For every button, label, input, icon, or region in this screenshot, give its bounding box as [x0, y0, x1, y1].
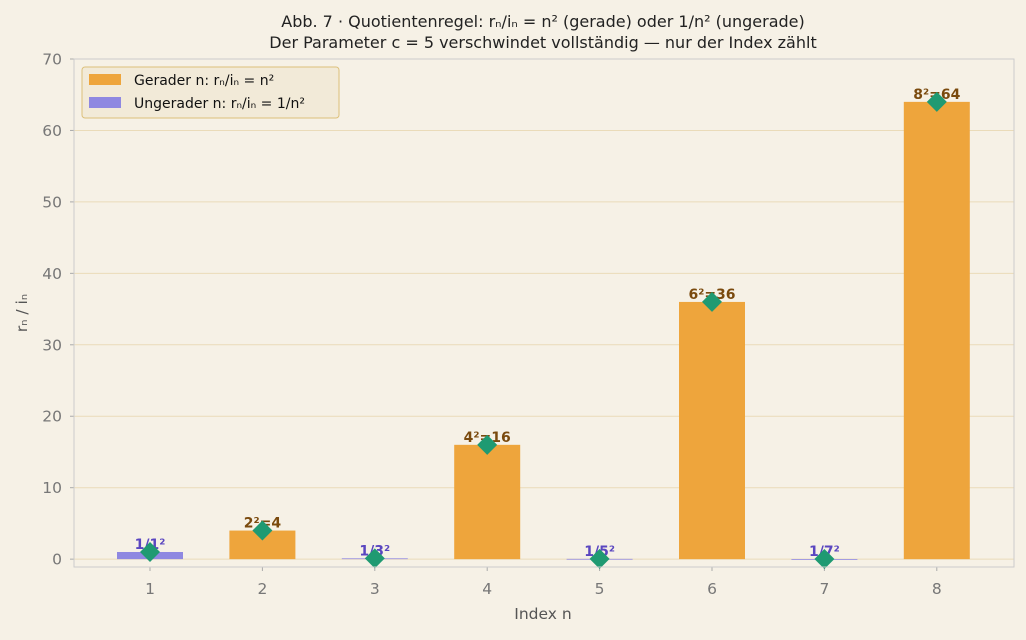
value-marker — [814, 548, 835, 569]
y-tick-label: 50 — [42, 193, 62, 211]
value-marker — [926, 91, 947, 112]
bar — [679, 301, 745, 560]
value-marker — [702, 291, 722, 312]
legend-swatch — [89, 97, 121, 108]
y-tick-label: 60 — [42, 122, 62, 140]
x-axis-label: Index n — [514, 605, 571, 623]
value-marker — [364, 548, 385, 569]
y-tick-label: 40 — [42, 265, 62, 283]
value-marker — [252, 520, 273, 541]
legend-label: Ungerader n: rₙ/iₙ = 1/n² — [134, 96, 305, 112]
legend-swatch — [89, 74, 121, 85]
x-tick-label: 6 — [707, 580, 717, 598]
plot-frame — [73, 58, 1015, 568]
x-tick-label: 2 — [257, 580, 267, 598]
legend-box — [81, 66, 340, 119]
x-tick-label: 5 — [595, 580, 605, 598]
x-tick-label: 8 — [932, 580, 942, 598]
y-tick-label: 10 — [42, 479, 62, 497]
value-marker — [589, 548, 610, 569]
y-tick-label: 0 — [52, 551, 62, 569]
x-tick-label: 3 — [370, 580, 380, 598]
x-tick-label: 4 — [482, 580, 492, 598]
x-tick-label: 1 — [145, 580, 155, 598]
value-marker — [140, 541, 160, 562]
plot-area: 010203040506070123456782²=44²=166²=368²=… — [42, 51, 1015, 598]
y-tick-label: 70 — [42, 51, 62, 69]
y-tick-label: 20 — [42, 408, 62, 426]
bar — [454, 444, 521, 560]
bar — [903, 101, 970, 560]
chart-title: Abb. 7 · Quotientenregel: rₙ/iₙ = n² (ge… — [281, 12, 805, 31]
legend-label: Gerader n: rₙ/iₙ = n² — [134, 73, 274, 89]
value-marker — [477, 434, 498, 455]
y-axis-label: rₙ / iₙ — [13, 294, 31, 332]
y-tick-label: 30 — [42, 336, 62, 354]
x-tick-label: 7 — [819, 580, 829, 598]
chart-subtitle: Der Parameter c = 5 verschwindet vollstä… — [269, 33, 816, 52]
